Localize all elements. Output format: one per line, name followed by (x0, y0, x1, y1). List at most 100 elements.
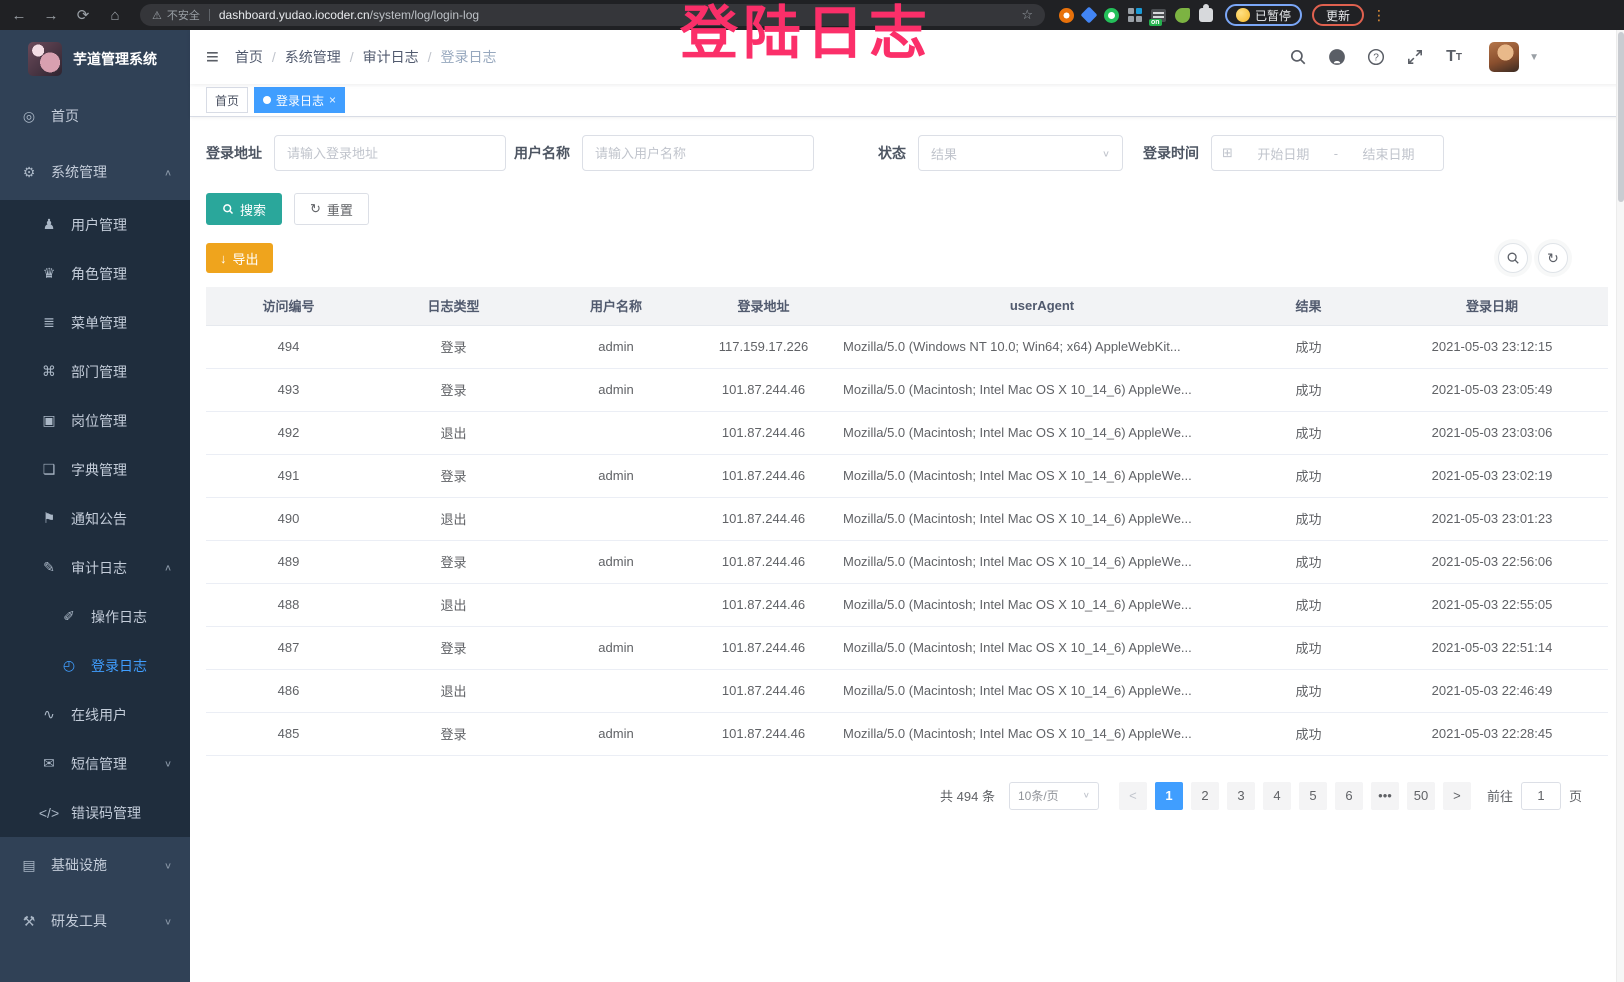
sidebar-item-label: 基础设施 (51, 857, 107, 873)
view-tag[interactable]: 首页 (206, 87, 249, 113)
page-button[interactable]: 1 (1154, 781, 1183, 810)
sidebar-item[interactable]: ⌘ 部门管理 (0, 347, 190, 396)
status-placeholder: 结果 (931, 146, 958, 162)
scrollbar[interactable] (1616, 30, 1624, 982)
user-menu[interactable]: ▼ (1489, 42, 1539, 72)
cell-username (536, 583, 696, 627)
browser-menu-icon[interactable]: ⋮ (1372, 6, 1387, 23)
chevron-down-icon: ∨ (1101, 148, 1110, 159)
address-bar[interactable]: ⚠ 不安全 dashboard.yudao.iocoder.cn/system/… (140, 4, 1045, 26)
hamburger-icon[interactable]: ≡ (206, 44, 219, 69)
page-button[interactable]: 4 (1262, 781, 1291, 810)
sidebar-item[interactable]: ⚒ 研发工具 ∨ (0, 893, 190, 949)
page-button[interactable]: 5 (1298, 781, 1327, 810)
breadcrumb-item[interactable]: 首页 (235, 47, 285, 67)
next-page-button[interactable]: > (1442, 781, 1471, 810)
sidebar-item[interactable]: ⚑ 通知公告 (0, 494, 190, 543)
sidebar-item[interactable]: ◎ 首页 (0, 88, 190, 144)
url-text: dashboard.yudao.iocoder.cn/system/log/lo… (218, 8, 480, 22)
breadcrumb-item[interactable]: 登录日志 (440, 49, 497, 65)
cell-id: 490 (206, 497, 371, 541)
page-size-select[interactable]: 10条/页 ∨ (1008, 781, 1099, 810)
extension-icon-gem[interactable] (1080, 6, 1098, 24)
login-address-input[interactable] (274, 135, 506, 171)
refresh-table-button[interactable]: ↻ (1538, 243, 1568, 273)
page-button[interactable]: 3 (1226, 781, 1255, 810)
emoji-avatar-icon (1236, 8, 1250, 22)
cell-result: 成功 (1241, 454, 1376, 498)
sidebar-item-label: 用户管理 (71, 216, 127, 233)
page-button[interactable]: 2 (1190, 781, 1219, 810)
browser-update-button[interactable]: 更新 (1312, 4, 1365, 26)
caret-down-icon: ▼ (1529, 51, 1539, 63)
browser-reload-icon[interactable]: ⟳ (76, 7, 90, 24)
breadcrumb-item[interactable]: 审计日志 (363, 47, 441, 67)
reset-button[interactable]: ↻ 重置 (294, 193, 369, 225)
fullscreen-icon[interactable] (1405, 47, 1425, 67)
search-button[interactable]: 搜索 (206, 193, 283, 225)
page-button[interactable]: 50 (1406, 781, 1435, 810)
table-body: 494 登录 admin 117.159.17.226 Mozilla/5.0 … (206, 325, 1608, 756)
github-icon[interactable] (1327, 47, 1347, 67)
chevron-icon: ∨ (163, 759, 172, 769)
profile-paused-chip[interactable]: 已暂停 (1225, 4, 1303, 26)
cell-log-type: 退出 (371, 411, 536, 455)
login-time-label: 登录时间 (1143, 145, 1199, 161)
prev-page-button[interactable]: < (1118, 781, 1147, 810)
sidebar-item[interactable]: ✉ 短信管理 ∨ (0, 739, 190, 788)
sidebar-item[interactable]: ▤ 基础设施 ∨ (0, 837, 190, 893)
sidebar-item[interactable]: ✐ 操作日志 (0, 592, 190, 641)
sidebar-item[interactable]: ∿ 在线用户 (0, 690, 190, 739)
login-log-icon: ◴ (62, 657, 76, 673)
page-button[interactable]: 6 (1334, 781, 1363, 810)
cell-result: 成功 (1241, 411, 1376, 455)
table-row: 489 登录 admin 101.87.244.46 Mozilla/5.0 (… (206, 540, 1608, 584)
sidebar-item-label: 角色管理 (71, 265, 127, 282)
help-icon[interactable]: ? (1366, 47, 1386, 67)
cell-user-agent: Mozilla/5.0 (Macintosh; Intel Mac OS X 1… (831, 626, 1241, 670)
tag-label: 首页 (215, 93, 240, 108)
browser-back-icon[interactable]: ← (11, 6, 27, 24)
end-date-placeholder: 结束日期 (1362, 146, 1415, 162)
date-range-picker[interactable]: ⊞ 开始日期 - 结束日期 (1211, 135, 1444, 171)
goto-page-input[interactable] (1520, 781, 1561, 810)
sidebar-item[interactable]: ❏ 字典管理 (0, 445, 190, 494)
sidebar-item[interactable]: ♟ 用户管理 (0, 200, 190, 249)
sidebar-item[interactable]: ⚙ 系统管理 ∧ (0, 144, 190, 200)
sidebar-item[interactable]: ≣ 菜单管理 (0, 298, 190, 347)
sidebar-item[interactable]: ✎ 审计日志 ∧ (0, 543, 190, 592)
toggle-search-button[interactable] (1498, 243, 1528, 273)
sidebar-item[interactable]: ♛ 角色管理 (0, 249, 190, 298)
app-logo[interactable]: 芋道管理系统 (0, 30, 190, 88)
range-separator: - (1333, 145, 1339, 161)
status-select[interactable]: 结果 ∨ (918, 135, 1123, 171)
view-tag[interactable]: 登录日志 (254, 87, 346, 113)
breadcrumb-item[interactable]: 系统管理 (285, 47, 363, 67)
extension-icon-orange[interactable] (1059, 7, 1074, 23)
cell-result: 成功 (1241, 497, 1376, 541)
extension-icon-leaf[interactable] (1175, 7, 1190, 23)
bookmark-star-icon[interactable]: ☆ (1021, 7, 1033, 22)
browser-home-icon[interactable]: ⌂ (110, 6, 120, 24)
export-button[interactable]: ↓ 导出 (206, 243, 273, 273)
cell-result: 成功 (1241, 583, 1376, 627)
gear-icon: ⚙ (22, 163, 36, 180)
address-divider (208, 9, 210, 21)
sidebar-item[interactable]: ▣ 岗位管理 (0, 396, 190, 445)
sidebar-item[interactable]: ◴ 登录日志 (0, 641, 190, 690)
extension-icon-grid[interactable] (1128, 8, 1142, 22)
extension-icon-green[interactable] (1104, 7, 1119, 23)
username-input[interactable] (582, 135, 814, 171)
extension-icon-list[interactable]: on (1149, 8, 1166, 26)
close-icon[interactable] (329, 94, 336, 106)
scrollbar-thumb[interactable] (1618, 32, 1624, 202)
extensions-puzzle-icon[interactable] (1199, 4, 1213, 22)
browser-forward-icon[interactable]: → (43, 6, 59, 24)
search-icon[interactable] (1288, 47, 1308, 67)
cell-result: 成功 (1241, 368, 1376, 412)
page-button[interactable]: ••• (1370, 781, 1399, 810)
cell-id: 492 (206, 411, 371, 455)
sidebar-item[interactable]: </> 错误码管理 (0, 788, 190, 837)
